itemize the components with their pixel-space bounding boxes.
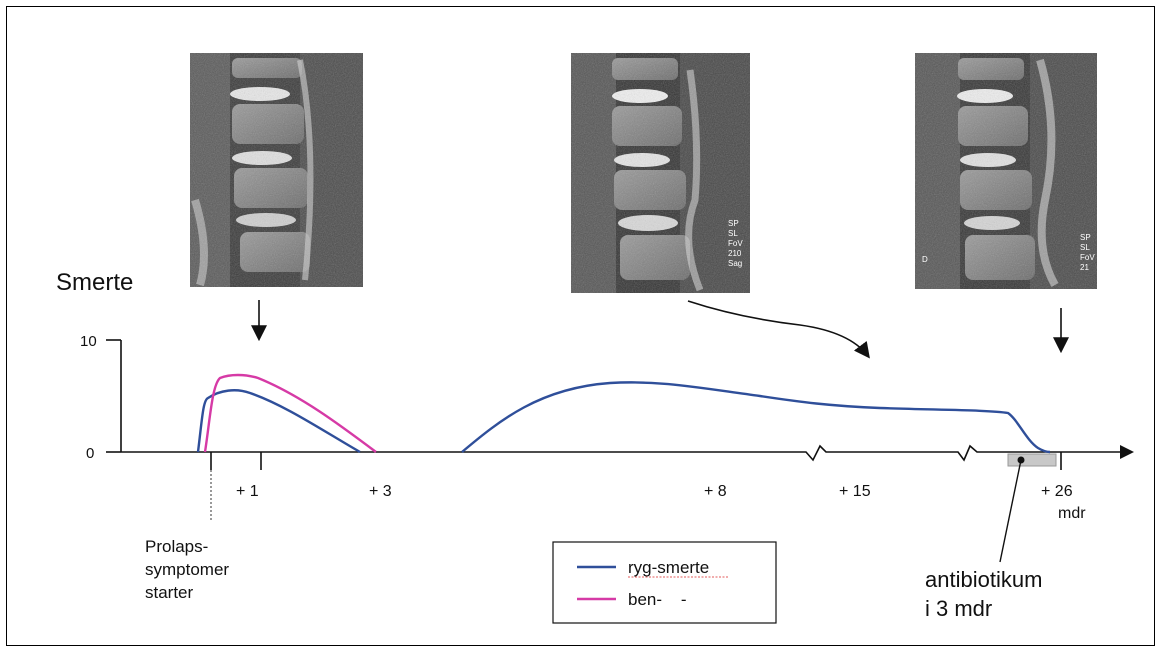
y-tick-label-10: 10 xyxy=(80,333,97,350)
antibiotic-leader-line xyxy=(999,459,1022,563)
mri-scan-3: SP SL FoV 21 D xyxy=(915,53,1097,289)
mri-scan-1 xyxy=(190,53,363,287)
x-tick-label-8: + 8 xyxy=(704,483,727,500)
onset-label-line-1: Prolaps- xyxy=(145,537,208,556)
x-tick-label-1: + 1 xyxy=(236,483,259,500)
x-axis-unit: mdr xyxy=(1058,505,1086,522)
mri-3-overlay-1: SL xyxy=(1080,243,1090,252)
mri-3-overlay-0: SP xyxy=(1080,233,1091,242)
leg-pain-curve xyxy=(203,373,377,453)
antibiotic-period-bar xyxy=(1007,453,1057,467)
x-tick-label-3: + 3 xyxy=(369,483,392,500)
mri-3-overlay-4: D xyxy=(922,255,928,264)
mri-2-overlay-0: SP xyxy=(728,219,739,228)
legend-label-leg-pain: ben- - xyxy=(628,590,687,609)
figure-border xyxy=(6,6,1155,646)
legend: ryg-smerte ben- - xyxy=(552,541,777,624)
mri-scan-2: SP SL FoV 210 Sag xyxy=(571,53,750,293)
mri-3-overlay-2: FoV xyxy=(1080,253,1095,262)
legend-box xyxy=(552,541,777,624)
x-axis xyxy=(121,444,1120,462)
mri-2-overlay-2: FoV xyxy=(728,239,743,248)
y-axis-title: Smerte xyxy=(56,269,133,296)
x-tick-label-26: + 26 xyxy=(1041,483,1073,500)
onset-label-line-3: starter xyxy=(145,583,194,602)
legend-label-back-pain: ryg-smerte xyxy=(628,558,709,577)
back-pain-curve-late xyxy=(461,381,1051,454)
antibiotic-label-line-2: i 3 mdr xyxy=(925,596,992,621)
back-pain-curve-early xyxy=(196,389,361,454)
mri-2-overlay-3: 210 xyxy=(728,249,742,258)
mri-2-overlay-1: SL xyxy=(728,229,738,238)
x-axis-arrowhead xyxy=(1120,445,1134,459)
mri-2-overlay-4: Sag xyxy=(728,259,742,268)
x-tick-label-15: + 15 xyxy=(839,483,871,500)
antibiotic-label-line-1: antibiotikum xyxy=(925,567,1042,592)
arrow-mri-2 xyxy=(687,300,870,359)
y-tick-label-0: 0 xyxy=(86,445,94,462)
onset-label-line-2: symptomer xyxy=(145,560,229,579)
mri-3-overlay-3: 21 xyxy=(1080,263,1089,272)
